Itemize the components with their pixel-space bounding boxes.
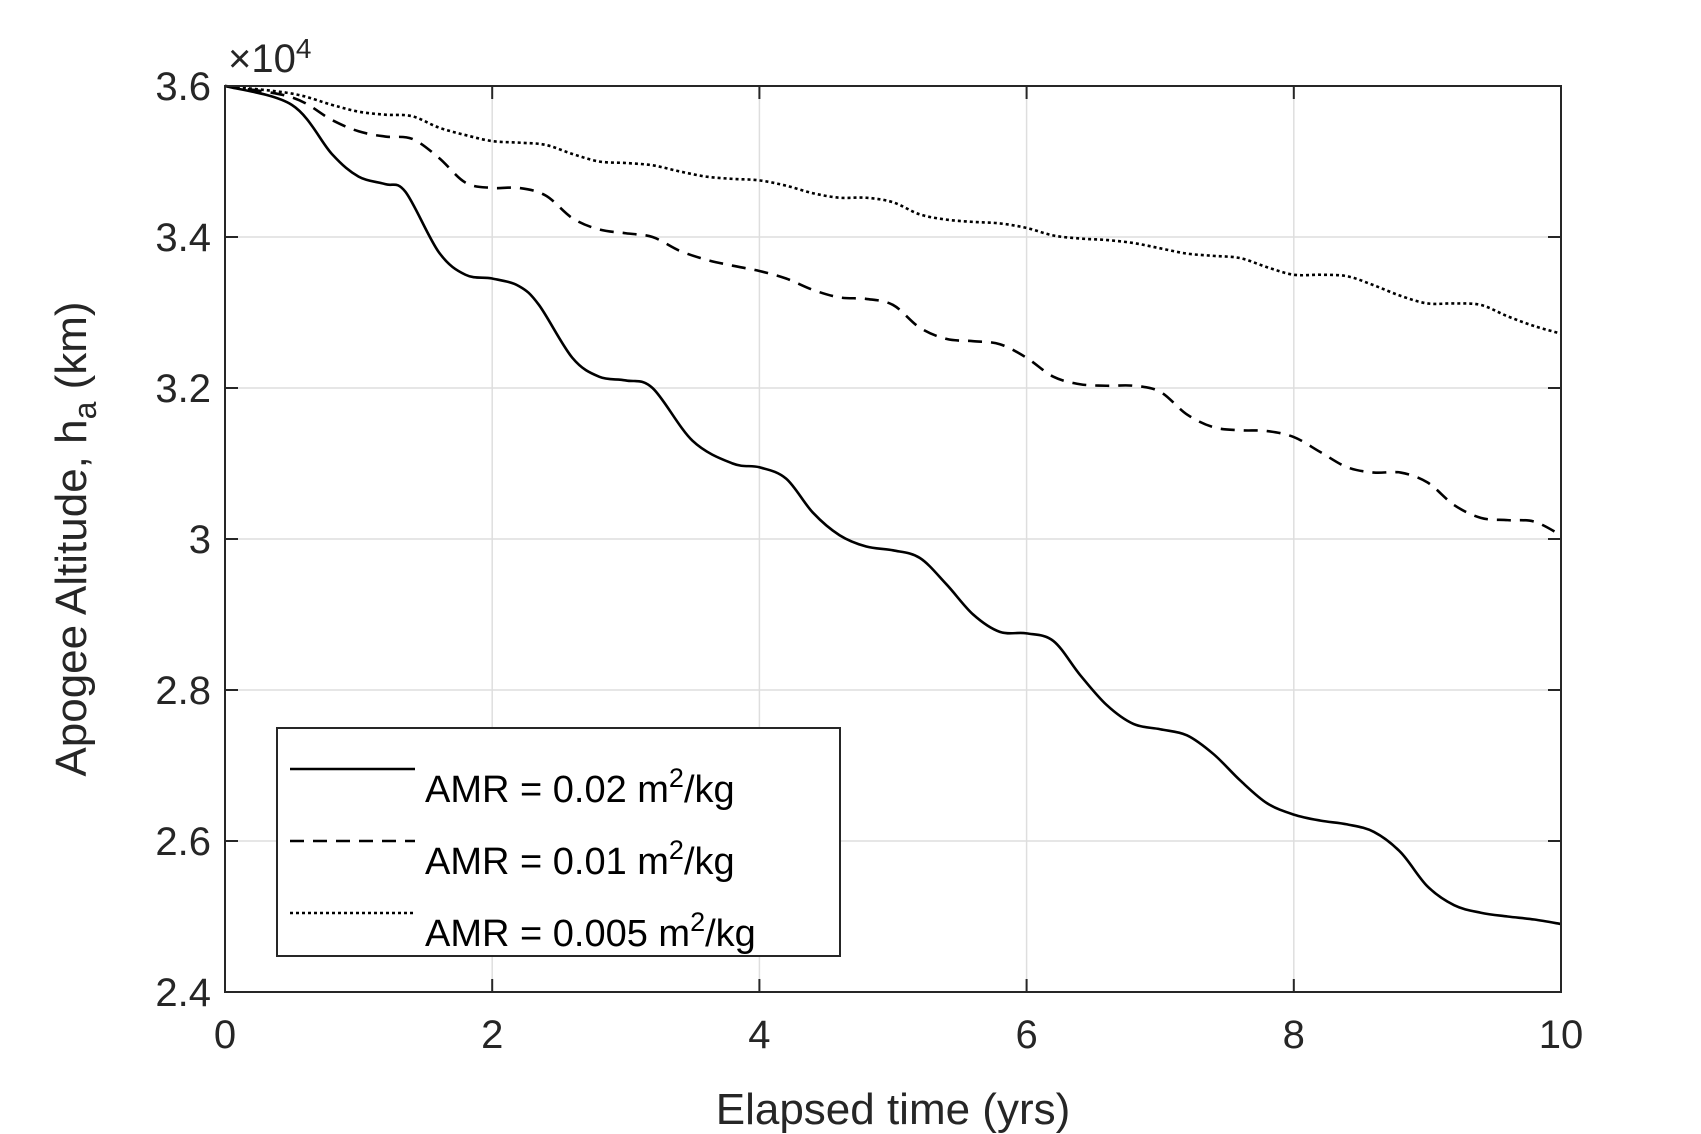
y-axis-title: Apogee Altitude, ha (km) bbox=[47, 301, 103, 776]
y-tick-label: 2.4 bbox=[155, 971, 211, 1015]
series-line-solid bbox=[224, 84, 1562, 926]
legend-label: AMR = 0.01 m2/kg bbox=[425, 835, 735, 883]
legend-label: AMR = 0.02 m2/kg bbox=[425, 763, 735, 811]
x-tick-label: 2 bbox=[481, 1013, 503, 1057]
x-tick-label: 4 bbox=[748, 1013, 770, 1057]
legend: AMR = 0.02 m2/kg AMR = 0.01 m2/kg AMR = 0.… bbox=[276, 727, 841, 957]
y-tick-label: 3 bbox=[189, 518, 211, 562]
x-tick-label: 10 bbox=[1539, 1013, 1584, 1057]
y-tick-label: 3.2 bbox=[155, 367, 211, 411]
legend-label: AMR = 0.005 m2/kg bbox=[425, 907, 756, 955]
y-tick-label: 2.6 bbox=[155, 820, 211, 864]
y-tick-label: 2.8 bbox=[155, 669, 211, 713]
x-tick-label: 6 bbox=[1015, 1013, 1037, 1057]
y-tick-label: 3.4 bbox=[155, 216, 211, 260]
x-axis-title: Elapsed time (yrs) bbox=[716, 1085, 1071, 1134]
y-axis-exponent: ×104 bbox=[228, 33, 311, 81]
x-tick-label: 8 bbox=[1283, 1013, 1305, 1057]
y-tick-label: 3.6 bbox=[155, 65, 211, 109]
axis-ticks: 0 2 4 6 8 10 2.4 2.6 2.8 3 3.2 3.4 3.6 bbox=[155, 65, 1583, 1057]
x-tick-label: 0 bbox=[214, 1013, 236, 1057]
plot-lines bbox=[224, 84, 1562, 926]
